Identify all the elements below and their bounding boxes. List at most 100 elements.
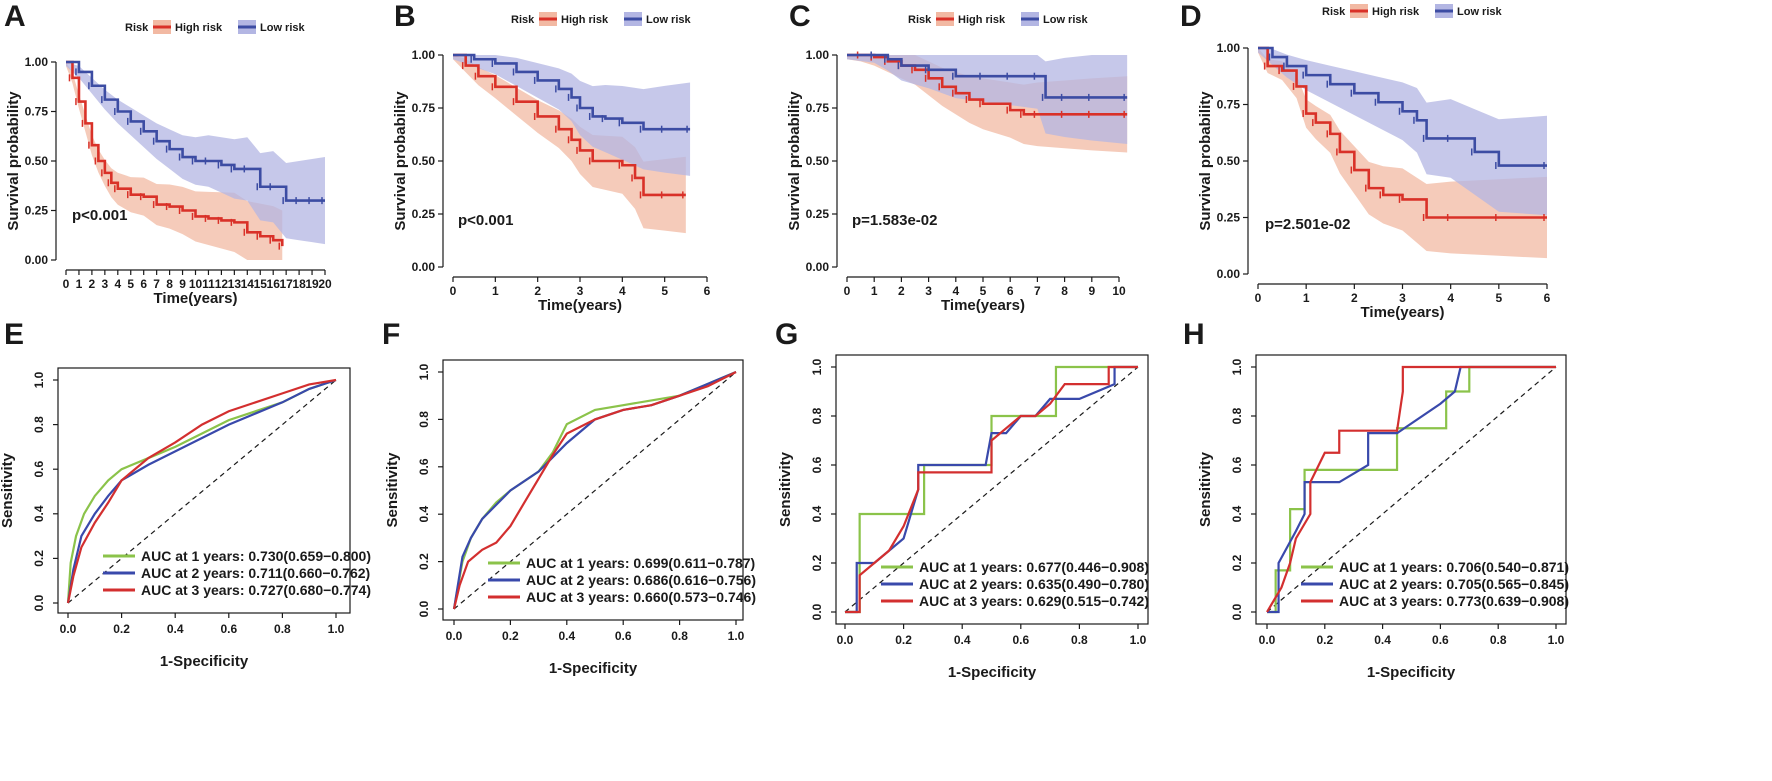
ci-band-b-0 [453,55,686,234]
x-tick-label-b-5: 5 [661,284,668,298]
x-tick-label-a-9: 9 [179,277,186,291]
p-value-a: p<0.001 [72,207,127,224]
x-axis-title-g: 1-Specificity [948,664,1037,681]
y-tick-label-a-0: 0.00 [25,253,49,267]
x-tick-label-c-6: 6 [1007,284,1014,298]
x-tick-label-c-4: 4 [952,284,959,298]
x-tick-label-g-2: 0.4 [954,633,971,647]
y-tick-label-d-4: 1.00 [1217,41,1241,55]
x-tick-label-a-4: 4 [114,277,121,291]
x-tick-label-a-7: 7 [153,277,160,291]
x-tick-label-c-0: 0 [844,284,851,298]
y-axis-title-g: Sensitivity [777,451,794,527]
x-tick-label-d-0: 0 [1255,291,1262,305]
x-tick-label-c-8: 8 [1061,284,1068,298]
roc-legend-label-f-1: AUC at 2 years: 0.686(0.616−0.756) [526,572,756,588]
x-tick-label-f-0: 0.0 [446,629,463,643]
y-tick-label-b-1: 0.25 [412,207,436,221]
x-axis-title-h: 1-Specificity [1367,664,1456,681]
ci-band-d-0 [1258,48,1547,259]
x-tick-label-a-3: 3 [102,277,109,291]
legend-title-d: Risk [1322,6,1346,18]
legend-label-d-1: Low risk [1457,6,1503,18]
x-tick-label-f-4: 0.8 [671,629,688,643]
y-tick-label-f-5: 1.0 [417,363,431,380]
km-curve-b-0 [453,53,686,197]
x-tick-label-e-1: 0.2 [113,622,130,636]
y-tick-label-e-4: 0.8 [32,416,46,433]
roc-legend-label-g-0: AUC at 1 years: 0.677(0.446−0.908) [919,559,1149,575]
x-axis-title-b: Time(years) [538,297,622,314]
legend-label-a-0: High risk [175,22,223,34]
panel-letter-f: F [382,318,400,351]
ci-band-d-1 [1258,48,1547,216]
plot-frame-g [835,354,1149,625]
legend-title-c: Risk [908,14,932,26]
km-curve-a-1 [66,60,325,202]
y-tick-label-g-4: 0.8 [810,407,824,424]
x-tick-label-h-5: 1.0 [1548,633,1565,647]
x-tick-label-c-9: 9 [1088,284,1095,298]
x-tick-label-c-2: 2 [898,284,905,298]
y-tick-label-d-1: 0.25 [1217,211,1241,225]
x-tick-label-c-1: 1 [871,284,878,298]
y-tick-label-c-2: 0.50 [806,154,830,168]
x-tick-label-d-3: 3 [1399,291,1406,305]
roc-curve-h-2 [1266,365,1556,613]
y-tick-label-e-0: 0.0 [32,594,46,611]
panel-letter-c: C [789,0,811,33]
legend-label-b-1: Low risk [646,14,692,26]
y-tick-label-f-1: 0.2 [417,553,431,570]
x-tick-label-d-6: 6 [1544,291,1551,305]
legend-title-a: Risk [125,22,149,34]
x-axis-title-d: Time(years) [1361,304,1445,321]
x-tick-label-a-6: 6 [140,277,147,291]
panel-letter-d: D [1180,0,1202,33]
x-axis-title-c: Time(years) [941,297,1025,314]
x-axis-title-a: Time(years) [154,290,238,307]
x-tick-label-g-5: 1.0 [1130,633,1147,647]
panel-letter-a: A [4,0,26,33]
x-tick-label-a-0: 0 [63,277,70,291]
x-tick-label-e-5: 1.0 [328,622,345,636]
y-tick-label-e-2: 0.4 [32,505,46,522]
roc-legend-label-e-1: AUC at 2 years: 0.711(0.660−0.762) [141,565,370,581]
y-tick-label-c-4: 1.00 [806,48,830,62]
roc-curve-h-1 [1267,365,1556,614]
y-tick-label-b-2: 0.50 [412,154,436,168]
x-tick-label-e-2: 0.4 [167,622,184,636]
plot-frame-h [1255,354,1567,625]
ci-band-a-0 [66,62,283,260]
roc-legend-label-h-1: AUC at 2 years: 0.705(0.565−0.845) [1339,576,1569,592]
y-tick-label-c-1: 0.25 [806,207,830,221]
x-tick-label-a-11: 11 [202,277,215,291]
legend-label-c-1: Low risk [1043,14,1089,26]
roc-legend-label-e-0: AUC at 1 years: 0.730(0.659−0.800) [141,548,371,564]
roc-curve-e-1 [66,378,337,604]
x-tick-label-h-4: 0.8 [1490,633,1507,647]
x-tick-label-g-4: 0.8 [1071,633,1088,647]
x-tick-label-e-0: 0.0 [60,622,77,636]
roc-curve-g-1 [845,365,1138,614]
roc-curve-g-2 [845,365,1138,614]
y-tick-label-a-2: 0.50 [25,154,49,168]
panel-letter-e: E [4,318,24,351]
y-tick-label-f-4: 0.8 [417,411,431,428]
roc-legend-label-h-2: AUC at 3 years: 0.773(0.639−0.908) [1339,593,1569,609]
x-tick-label-a-1: 1 [76,277,83,291]
y-tick-label-a-1: 0.25 [25,204,49,218]
y-tick-label-b-3: 0.75 [412,101,436,115]
x-tick-label-h-3: 0.6 [1432,633,1449,647]
y-tick-label-h-4: 0.8 [1230,407,1244,424]
y-tick-label-h-5: 1.0 [1230,358,1244,375]
y-tick-label-c-0: 0.00 [806,260,830,274]
y-tick-label-d-2: 0.50 [1217,154,1241,168]
y-axis-title-c: Survival probability [786,91,803,231]
roc-legend-label-h-0: AUC at 1 years: 0.706(0.540−0.871) [1339,559,1569,575]
panel-letter-g: G [775,318,798,351]
km-curve-b-1 [453,53,691,131]
roc-legend-label-f-2: AUC at 3 years: 0.660(0.573−0.746) [526,589,756,605]
roc-curve-e-2 [66,378,337,604]
y-tick-label-g-2: 0.4 [810,505,824,522]
y-tick-label-a-3: 0.75 [25,105,49,119]
